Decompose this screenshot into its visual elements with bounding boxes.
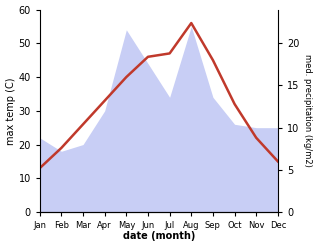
X-axis label: date (month): date (month) bbox=[123, 231, 195, 242]
Y-axis label: med. precipitation (kg/m2): med. precipitation (kg/m2) bbox=[303, 54, 313, 167]
Y-axis label: max temp (C): max temp (C) bbox=[5, 77, 16, 144]
